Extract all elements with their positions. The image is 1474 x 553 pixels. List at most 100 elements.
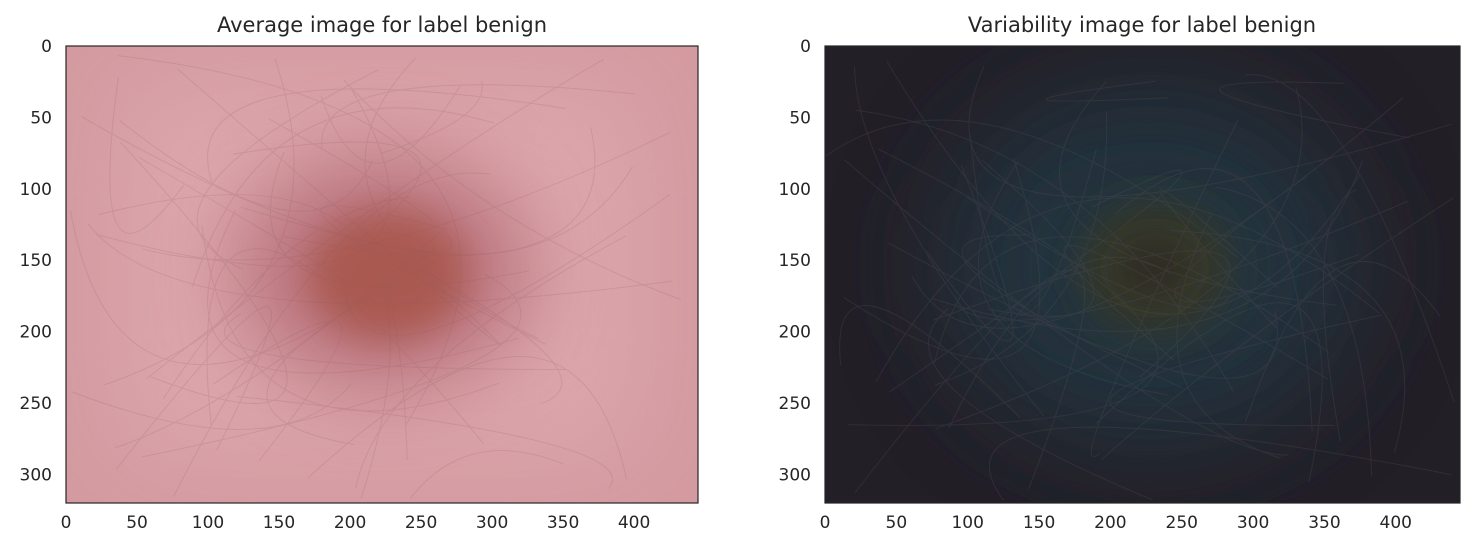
hair-strand (355, 235, 627, 489)
hair-strand (117, 55, 462, 426)
plot-frame (824, 45, 1461, 504)
y-tick-label: 250 (20, 394, 52, 414)
x-tick-label: 400 (1380, 513, 1412, 533)
hair-strand (196, 69, 379, 270)
hair-strand (848, 148, 1159, 426)
hair-strand (1096, 302, 1323, 483)
hair-strand (364, 56, 539, 340)
hair-strand (1159, 188, 1278, 329)
hair-strand (119, 120, 373, 212)
x-tick-label: 250 (405, 513, 437, 533)
hair-strand (936, 87, 1303, 429)
x-tick-label: 100 (192, 513, 224, 533)
hair-strand (1174, 175, 1360, 303)
y-tick-label: 150 (779, 251, 811, 271)
hair-strand (932, 250, 1231, 378)
y-tick-label: 0 (41, 37, 52, 57)
hair-strand (961, 234, 1183, 389)
x-tick-label: 350 (547, 513, 579, 533)
hair-strand (1244, 261, 1441, 423)
hair-strand (1215, 186, 1372, 476)
hair-strand (844, 159, 1289, 456)
x-tick-label: 200 (334, 513, 366, 533)
hair-strand (1176, 214, 1281, 459)
hair-strand (887, 242, 1278, 379)
hair-strand (104, 58, 295, 386)
hair-strand (206, 248, 484, 444)
axis-ticks: 0 50 100 150 200 250 300 350 400 0 50 100 150 200 250 3… (20, 37, 651, 533)
hair-strand (109, 77, 185, 234)
hair-strand (1114, 168, 1313, 431)
average-image-panel: Average image for label benign 0 50 100 150… (20, 13, 699, 533)
x-tick-label: 50 (886, 513, 908, 533)
x-tick-label: 400 (618, 513, 650, 533)
x-tick-label: 300 (476, 513, 508, 533)
hair-strand (266, 259, 438, 446)
average-image (66, 46, 698, 503)
hair-strand (69, 210, 437, 365)
y-tick-label: 200 (779, 323, 811, 343)
hair-strand (1090, 119, 1239, 458)
hair-strand (854, 66, 1045, 417)
y-tick-label: 0 (800, 37, 811, 57)
hair-strand (115, 233, 439, 449)
hair-strand (343, 217, 408, 461)
hair-strand (95, 86, 390, 267)
hair-strand (843, 158, 1041, 360)
hair-strand (120, 141, 288, 404)
hair-strand (201, 225, 500, 412)
plot-frame (65, 45, 699, 504)
hair-strand (115, 306, 272, 470)
hair-strand (307, 356, 627, 480)
hair-strand (1059, 81, 1337, 306)
hair-strand (875, 197, 1380, 382)
hair-strand (223, 313, 566, 370)
hair-strand (934, 111, 1108, 386)
hair-strand (825, 119, 1239, 258)
variability-image-panel: Variability image for label benign 0 50 10… (779, 13, 1461, 533)
axis-ticks: 0 50 100 150 200 250 300 350 400 0 50 100 150 200 250 3… (779, 37, 1412, 533)
hair-strand (958, 200, 1409, 321)
y-tick-label: 300 (20, 465, 52, 485)
x-tick-label: 150 (263, 513, 295, 533)
hair-strand (981, 159, 1095, 317)
hair-strand (207, 88, 566, 182)
hair-strand (283, 127, 596, 257)
hair-strand (886, 61, 1361, 315)
y-tick-label: 300 (779, 465, 811, 485)
hair-strand (320, 85, 461, 164)
hair-strand (888, 170, 1183, 393)
hair-strand (410, 450, 564, 499)
hair-strand (969, 134, 1097, 316)
hair-strand (1101, 197, 1454, 461)
x-tick-label: 250 (1166, 513, 1198, 533)
hair-strand (966, 196, 1234, 309)
hair-strand (1109, 314, 1383, 426)
hair-strand (928, 308, 1153, 501)
hair-strand (343, 80, 681, 301)
hair-strand (141, 273, 522, 458)
hair-strand (933, 236, 1330, 364)
x-tick-label: 150 (1023, 513, 1055, 533)
hair-strand (173, 172, 491, 497)
variability-image (825, 46, 1460, 503)
hair-strand (177, 68, 500, 345)
hair-strand (1245, 74, 1455, 402)
hair-strand (978, 161, 1169, 396)
hair-strand (1322, 188, 1358, 442)
hair-strand (1169, 230, 1406, 453)
hair-strand (270, 151, 529, 288)
hair-strand (854, 269, 1086, 493)
hair-strand (240, 118, 452, 253)
hair-strand (207, 210, 520, 374)
hair-strand (968, 65, 1452, 198)
hair-strand (1046, 80, 1169, 102)
hair-strand (380, 80, 483, 154)
x-tick-label: 0 (820, 513, 831, 533)
y-tick-label: 200 (20, 323, 52, 343)
hair-strand (191, 107, 494, 288)
hair-strand (98, 194, 391, 499)
hair-strand (911, 97, 1404, 329)
y-tick-label: 100 (20, 180, 52, 200)
